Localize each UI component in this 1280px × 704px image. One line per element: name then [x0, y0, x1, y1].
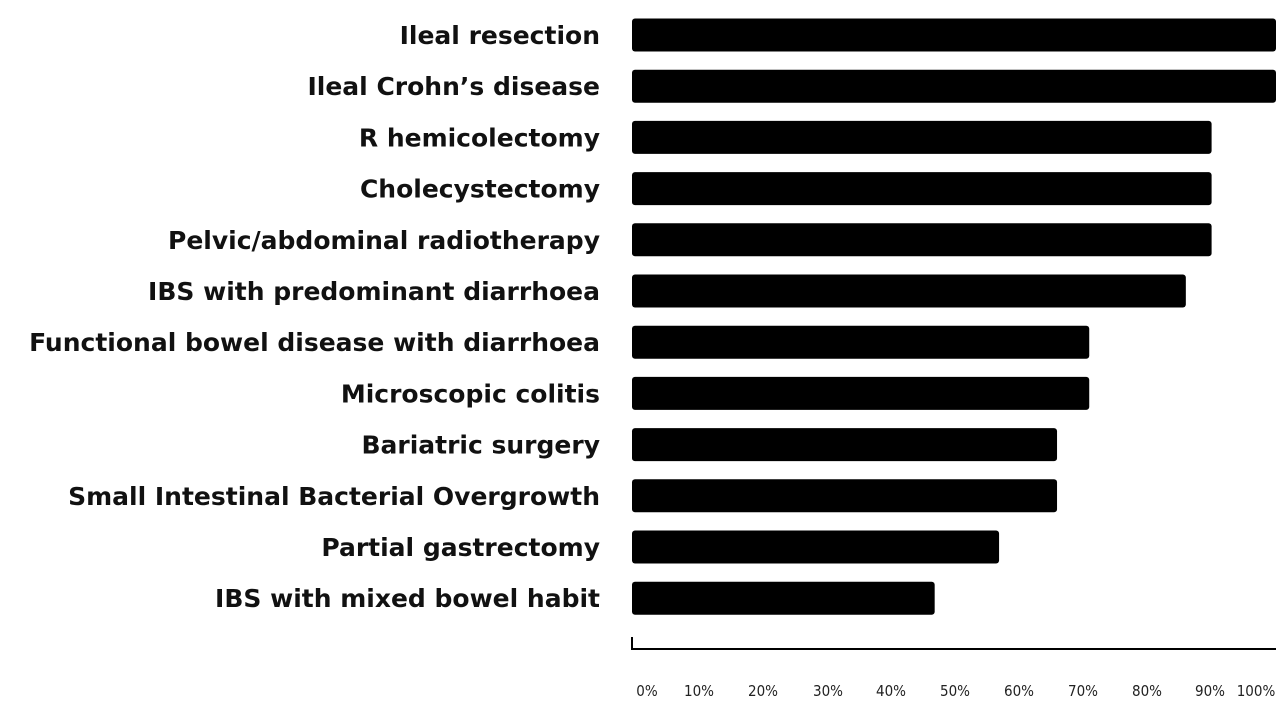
category-label: Pelvic/abdominal radiotherapy	[168, 226, 600, 255]
category-label: Microscopic colitis	[341, 379, 600, 408]
x-tick-label: 60%	[1004, 682, 1034, 700]
bar	[632, 530, 1000, 564]
bar	[632, 274, 1186, 308]
category-label: Small Intestinal Bacterial Overgrowth	[68, 482, 600, 511]
bar	[632, 325, 1090, 359]
category-label: Partial gastrectomy	[321, 533, 600, 562]
x-tick-label: 0%	[636, 682, 658, 700]
x-tick-label: 20%	[748, 682, 778, 700]
category-label: Bariatric surgery	[361, 431, 600, 460]
x-tick-label: 90%	[1195, 682, 1225, 700]
category-label: Ileal resection	[400, 21, 600, 50]
x-tick-label: 50%	[940, 682, 970, 700]
category-label: IBS with predominant diarrhoea	[148, 277, 600, 306]
bar	[632, 18, 1276, 52]
bar	[632, 223, 1212, 257]
bar	[632, 428, 1058, 462]
x-axis-tick-labels: 0% 10% 20% 30% 40% 50% 60% 70% 80% 90% 100%	[636, 682, 1275, 700]
x-tick-label: 40%	[876, 682, 906, 700]
bar	[632, 172, 1212, 206]
x-tick-label: 70%	[1068, 682, 1098, 700]
category-label: IBS with mixed bowel habit	[215, 584, 600, 613]
x-tick-label: 30%	[813, 682, 843, 700]
bar	[632, 120, 1212, 154]
category-label: Ileal Crohn’s disease	[307, 72, 600, 101]
category-label: Cholecystectomy	[360, 175, 600, 204]
bar	[632, 479, 1058, 513]
bar	[632, 69, 1276, 103]
bar	[632, 581, 935, 615]
category-labels: Ileal resection Ileal Crohn’s disease R he…	[29, 21, 600, 613]
x-tick-label: 100%	[1237, 682, 1276, 700]
category-label: Functional bowel disease with diarrhoea	[29, 328, 600, 357]
x-tick-label: 80%	[1132, 682, 1162, 700]
category-label: R hemicolectomy	[359, 123, 600, 152]
x-tick-label: 10%	[684, 682, 714, 700]
bar	[632, 376, 1090, 410]
bars	[632, 18, 1276, 615]
